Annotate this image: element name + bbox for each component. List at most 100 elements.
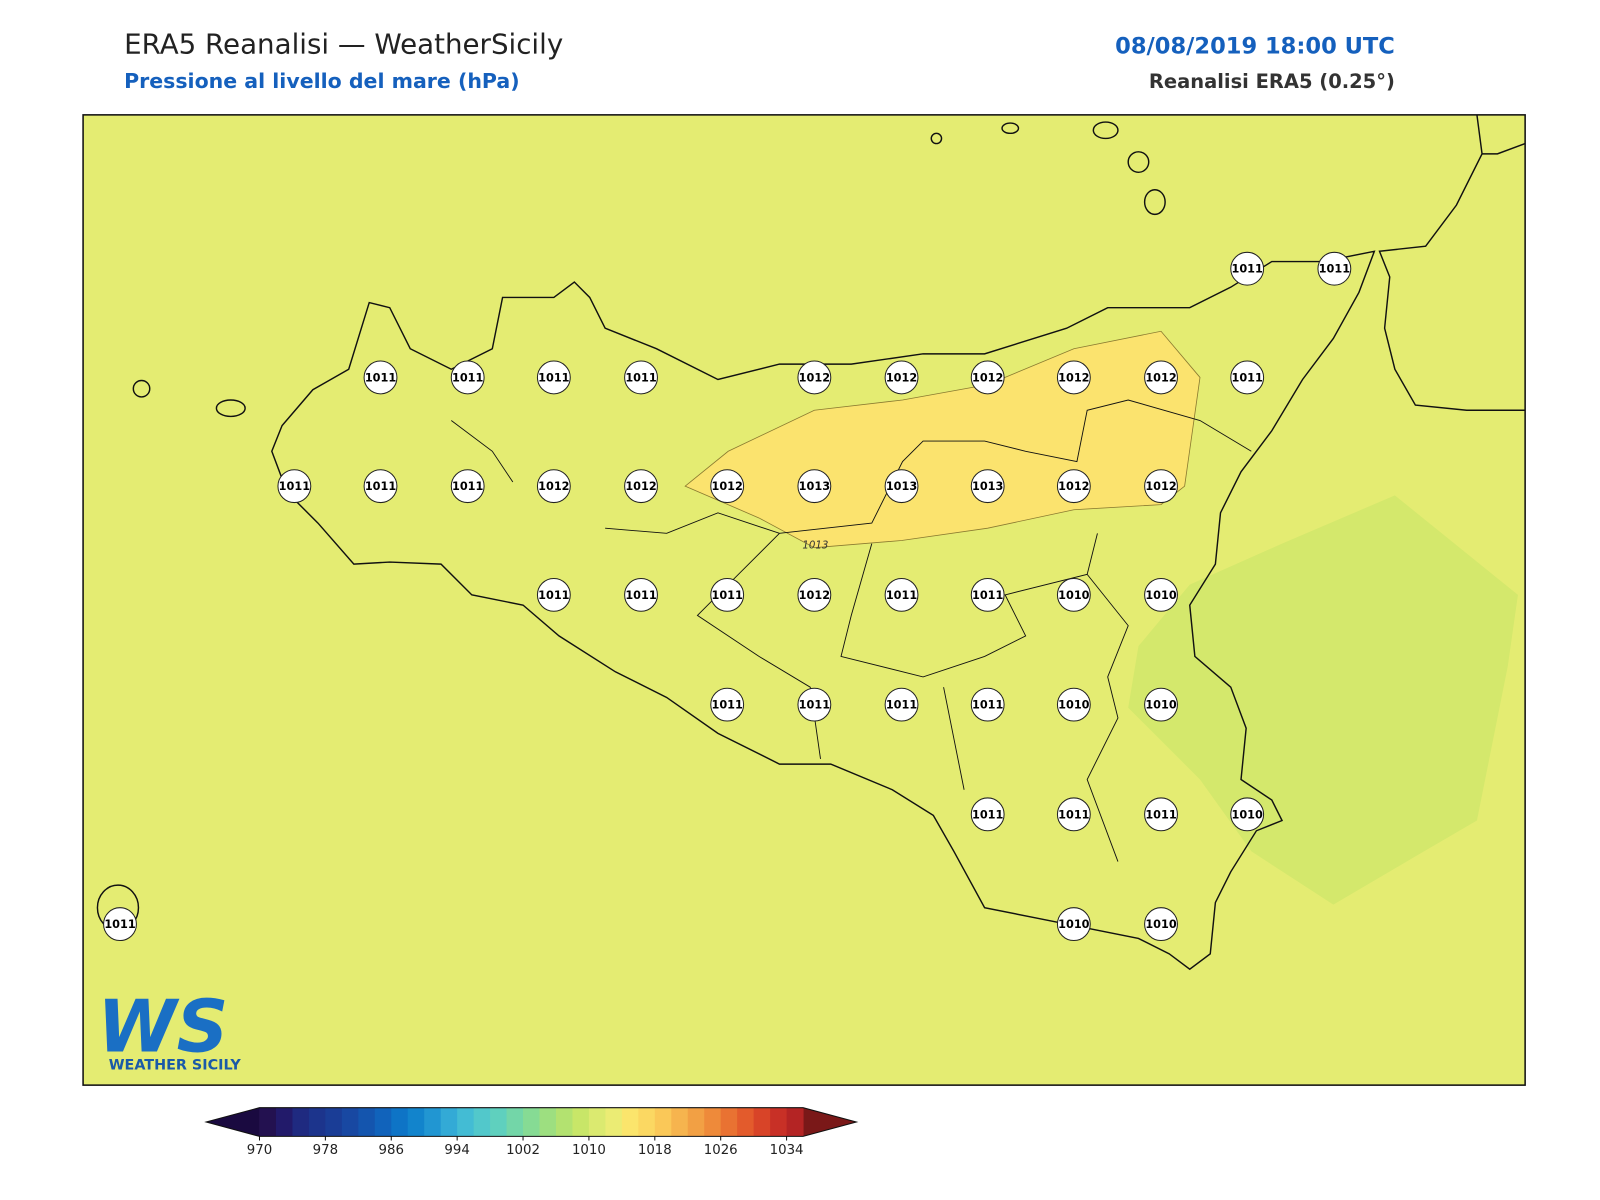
station-marker bbox=[884, 577, 919, 612]
station-marker bbox=[450, 360, 485, 395]
station-value: 1011 bbox=[1145, 808, 1177, 821]
colorbar-under bbox=[206, 1107, 260, 1137]
station-marker bbox=[1230, 251, 1265, 286]
station-marker bbox=[797, 687, 832, 722]
station-value: 1010 bbox=[1058, 918, 1090, 931]
station-value: 1012 bbox=[1145, 371, 1176, 384]
station-marker bbox=[884, 687, 919, 722]
colorbar-swatch bbox=[720, 1107, 738, 1137]
station-value: 1012 bbox=[972, 371, 1003, 384]
station-marker bbox=[1056, 577, 1091, 612]
station-marker bbox=[970, 797, 1005, 832]
station-value: 1011 bbox=[452, 371, 484, 384]
station-value: 1011 bbox=[886, 699, 918, 712]
colorbar-tick-label: 1018 bbox=[638, 1143, 672, 1158]
station-marker bbox=[1144, 577, 1178, 612]
colorbar-over bbox=[803, 1107, 857, 1137]
station-value: 1012 bbox=[711, 480, 742, 493]
station-marker bbox=[1056, 797, 1091, 832]
coastlines bbox=[96, 114, 1526, 971]
colorbar-swatch bbox=[588, 1107, 606, 1137]
station-value: 1011 bbox=[972, 808, 1004, 821]
station-value: 1010 bbox=[1145, 589, 1177, 602]
colorbar-swatch bbox=[654, 1107, 672, 1137]
island bbox=[930, 132, 943, 145]
island bbox=[1127, 151, 1150, 174]
station-marker bbox=[1144, 687, 1178, 722]
colorbar-swatch bbox=[473, 1107, 491, 1137]
island bbox=[1143, 189, 1166, 216]
station-marker bbox=[1056, 469, 1091, 504]
sicily bbox=[271, 250, 1376, 971]
station-value: 1011 bbox=[1231, 263, 1263, 276]
island bbox=[215, 399, 246, 418]
colorbar-tick-label: 1034 bbox=[770, 1143, 804, 1158]
station-marker bbox=[1317, 251, 1352, 286]
subtitle: Pressione al livello del mare (hPa) bbox=[124, 69, 520, 93]
colorbar-swatch bbox=[506, 1107, 524, 1137]
station-marker bbox=[624, 469, 658, 504]
station-value: 1013 bbox=[886, 480, 917, 493]
station-value: 1012 bbox=[1058, 371, 1089, 384]
colorbar-swatch bbox=[770, 1107, 788, 1137]
colorbar-tick-label: 1010 bbox=[572, 1143, 606, 1158]
station-value: 1012 bbox=[886, 371, 917, 384]
title: ERA5 Reanalisi — WeatherSicily bbox=[124, 27, 563, 60]
station-marker bbox=[624, 360, 658, 395]
station-marker bbox=[970, 577, 1005, 612]
colorbar-swatch bbox=[687, 1107, 705, 1137]
station-marker bbox=[970, 360, 1005, 395]
station-marker bbox=[970, 687, 1005, 722]
station-marker bbox=[710, 469, 745, 504]
station-marker bbox=[1144, 907, 1178, 942]
station-marker bbox=[1056, 907, 1091, 942]
station-value: 1011 bbox=[104, 918, 136, 931]
colorbar-swatch bbox=[555, 1107, 573, 1137]
colorbar-tick-label: 1002 bbox=[506, 1143, 540, 1158]
colorbar-swatch bbox=[753, 1107, 771, 1137]
station-value: 1011 bbox=[625, 589, 657, 602]
calabria-north bbox=[1482, 142, 1526, 155]
date: 08/08/2019 18:00 UTC bbox=[1115, 33, 1395, 59]
station-value: 1011 bbox=[711, 589, 743, 602]
colorbar-swatch bbox=[704, 1107, 722, 1137]
station-marker bbox=[536, 577, 571, 612]
island bbox=[1092, 121, 1119, 140]
station-marker bbox=[797, 469, 832, 504]
logo-name: WEATHER SICILY bbox=[109, 1058, 242, 1074]
station-marker bbox=[884, 360, 919, 395]
island bbox=[1001, 122, 1020, 135]
station-value: 1011 bbox=[625, 371, 657, 384]
colorbar-tick-label: 1026 bbox=[704, 1143, 738, 1158]
station-value: 1011 bbox=[1058, 808, 1090, 821]
station-value: 1010 bbox=[1145, 699, 1177, 712]
colorbar: 970 978 986 994 1002 1010 1018 1026 1034 bbox=[204, 1107, 859, 1158]
station-marker bbox=[797, 577, 832, 612]
colorbar-swatch bbox=[523, 1107, 541, 1137]
station-value: 1010 bbox=[1058, 589, 1090, 602]
colorbar-swatch bbox=[259, 1107, 277, 1137]
colorbar-swatch bbox=[391, 1107, 409, 1137]
colorbar-swatch bbox=[325, 1107, 343, 1137]
colorbar-tick-label: 978 bbox=[313, 1143, 338, 1158]
colorbar-swatch bbox=[275, 1107, 293, 1137]
contour-label: 1013 bbox=[802, 540, 828, 552]
station-value: 1011 bbox=[538, 589, 570, 602]
station-value: 1012 bbox=[1058, 480, 1089, 493]
station-marker bbox=[710, 687, 745, 722]
colorbar-swatch bbox=[539, 1107, 557, 1137]
station-value: 1010 bbox=[1231, 808, 1263, 821]
colorbar-swatch bbox=[457, 1107, 475, 1137]
station-marker bbox=[1056, 360, 1091, 395]
colorbar-tick-label: 970 bbox=[247, 1143, 272, 1158]
logo-mark: WS bbox=[97, 984, 228, 1068]
station-value: 1010 bbox=[1058, 699, 1090, 712]
station-value: 1011 bbox=[799, 699, 831, 712]
colorbar-swatch bbox=[308, 1107, 326, 1137]
station-marker bbox=[363, 360, 398, 395]
station-value: 1010 bbox=[1145, 918, 1177, 931]
station-value: 1012 bbox=[799, 589, 830, 602]
colorbar-swatch bbox=[440, 1107, 458, 1137]
